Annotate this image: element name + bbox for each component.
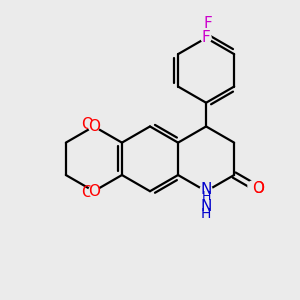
Text: F: F [203, 16, 212, 32]
Circle shape [200, 185, 213, 198]
Circle shape [88, 186, 99, 196]
Text: O: O [88, 119, 100, 134]
Text: O: O [252, 181, 264, 196]
Text: O: O [88, 184, 100, 199]
Circle shape [248, 181, 259, 191]
Text: F: F [202, 31, 211, 46]
Text: O: O [81, 118, 93, 133]
Text: O: O [81, 185, 93, 200]
Circle shape [201, 33, 211, 43]
Text: N: N [200, 182, 212, 197]
Text: H: H [201, 207, 211, 221]
Text: N: N [200, 200, 212, 214]
Circle shape [88, 121, 99, 132]
Text: H: H [201, 190, 211, 203]
Text: O: O [252, 181, 264, 196]
